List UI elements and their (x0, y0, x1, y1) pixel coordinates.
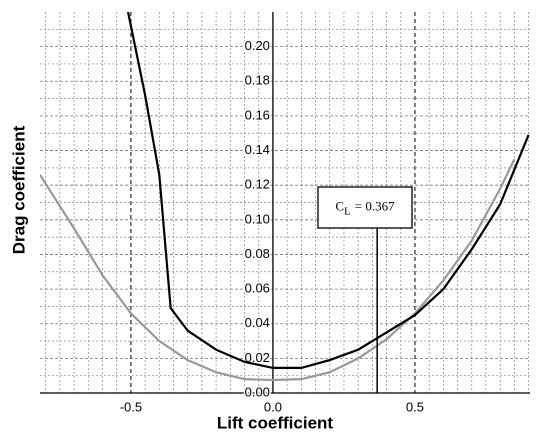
y-tick-label: 0.14 (245, 142, 270, 157)
x-tick-label: 0.0 (264, 399, 282, 414)
series-line (126, 12, 530, 369)
y-tick-label: 0.10 (245, 211, 270, 226)
y-tick-label: 0.12 (245, 177, 270, 192)
plot-lines (40, 12, 530, 382)
annotation-symbol: C (335, 198, 344, 213)
annotation-text: CL = 0.367 (335, 198, 395, 217)
y-tick-label: 0.20 (245, 38, 270, 53)
y-axis-title: Drag coefficient (9, 125, 28, 254)
x-tick-label: -0.5 (120, 399, 142, 414)
y-tick-label: 0.16 (245, 107, 270, 122)
y-tick-label: 0.06 (245, 281, 270, 296)
y-tick-label: 0.02 (245, 350, 270, 365)
y-tick-label: 0.18 (245, 73, 270, 88)
x-axis-title: Lift coefficient (217, 413, 334, 432)
y-tick-label: 0.04 (245, 315, 270, 330)
x-tick-label: 0.5 (406, 399, 424, 414)
annotation-subscript: L (344, 205, 351, 217)
annotation-box (317, 186, 413, 229)
series-line (40, 158, 516, 382)
y-tick-label: 0.08 (245, 246, 270, 261)
annotation-value: = 0.367 (355, 198, 395, 213)
y-tick-label: 0.00 (245, 384, 270, 399)
